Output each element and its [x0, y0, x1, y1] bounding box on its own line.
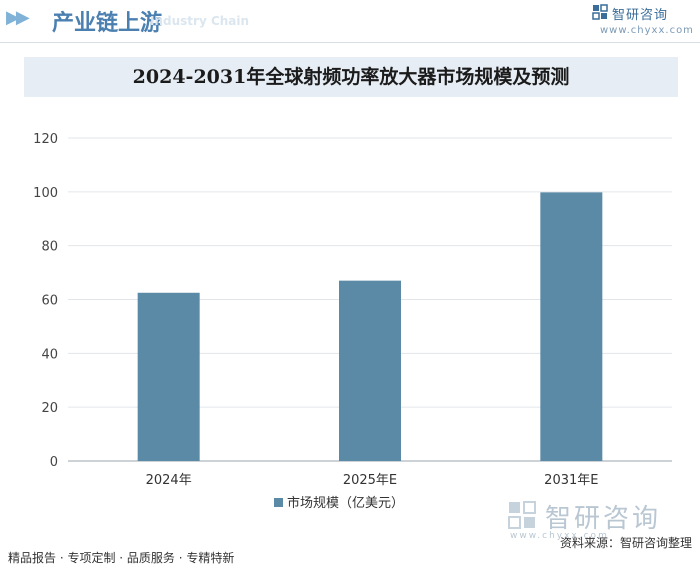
brand-logo-icon [592, 4, 608, 20]
footer-source: 资料来源：智研咨询整理 [559, 536, 692, 550]
x-tick-label: 2031年E [544, 473, 598, 488]
y-tick-label: 0 [50, 455, 58, 470]
footer-bar [0, 545, 700, 567]
footer-tagline: 精品报告 · 专项定制 · 品质服务 · 专精特新 [8, 551, 235, 565]
brand-block: 智研咨询 www.chyxx.com [592, 4, 694, 40]
y-tick-label: 80 [41, 240, 58, 255]
bar [137, 292, 200, 461]
y-tick-label: 20 [41, 401, 58, 416]
brand-url: www.chyxx.com [600, 25, 694, 36]
legend-swatch [274, 498, 283, 507]
watermark-url: www.chyxx.com [510, 531, 609, 541]
y-tick-label: 60 [41, 294, 58, 309]
section-title: 产业链上游 [52, 10, 163, 36]
x-tick-label: 2024年 [146, 473, 192, 488]
bar [540, 192, 603, 461]
chart-title: 2024-2031年全球射频功率放大器市场规模及预测 [132, 66, 570, 88]
y-tick-label: 100 [33, 186, 58, 201]
x-tick-label: 2025年E [343, 473, 397, 488]
chart-title-band: 2024-2031年全球射频功率放大器市场规模及预测 [24, 57, 678, 97]
watermark-brand: 智研咨询 [545, 504, 662, 534]
y-tick-label: 120 [33, 132, 58, 147]
header-divider [0, 42, 700, 43]
watermark-logo-icon [508, 501, 536, 529]
double-chevron-icon: ▶▶ [6, 7, 30, 28]
bar [339, 280, 401, 461]
brand-name: 智研咨询 [612, 8, 669, 23]
page-header: ▶▶ 产业链上游 Industry Chain 智研咨询 www.chyxx.c… [0, 0, 700, 40]
y-tick-label: 40 [41, 347, 58, 362]
legend-label: 市场规模（亿美元） [287, 495, 404, 511]
section-ghost-text: Industry Chain [150, 14, 250, 28]
